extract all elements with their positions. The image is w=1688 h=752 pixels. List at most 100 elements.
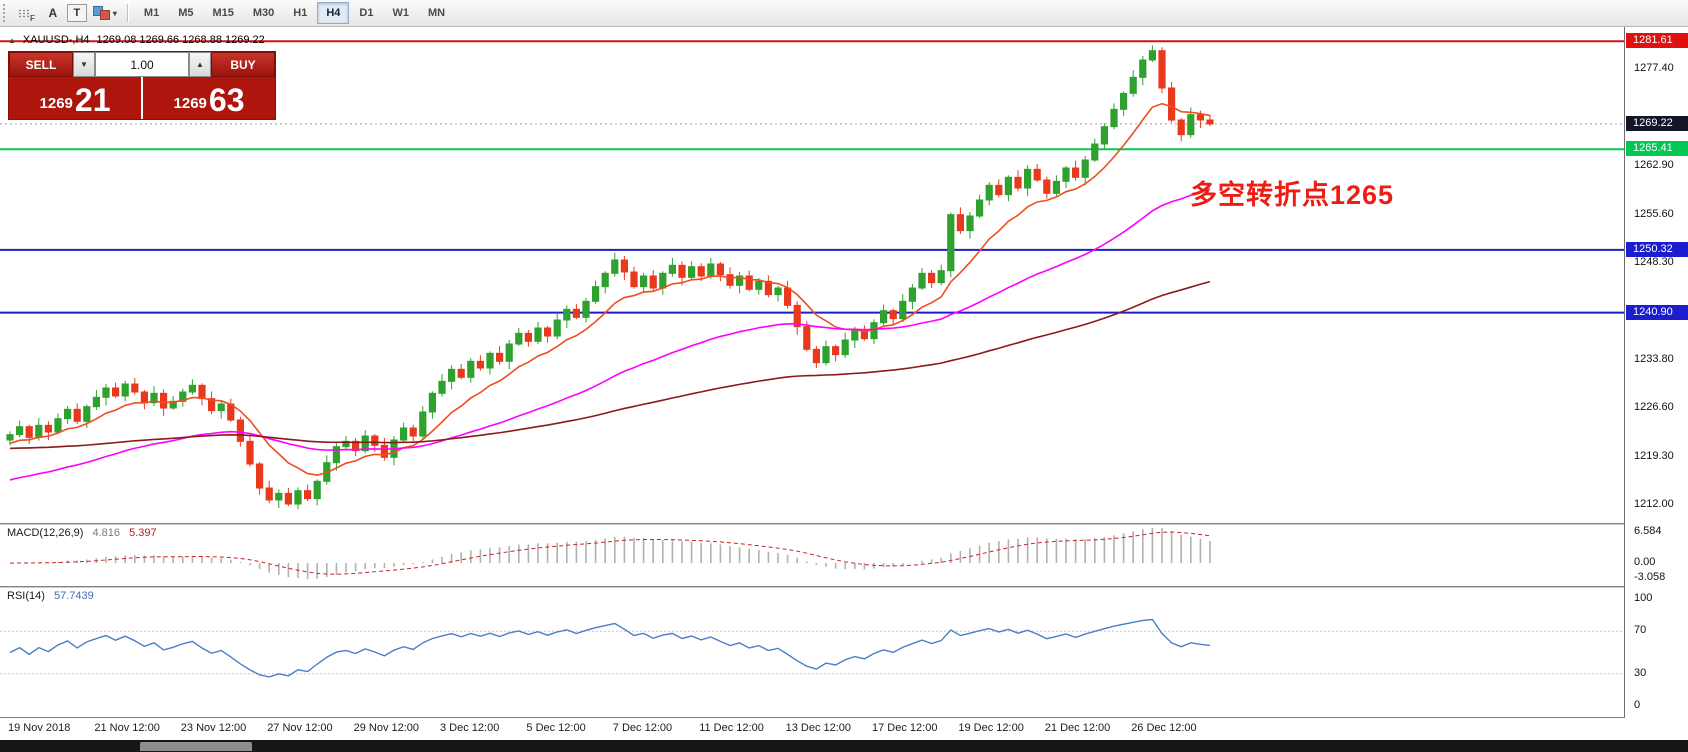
rsi-scale-label: 70: [1634, 624, 1647, 637]
panel-separator[interactable]: [0, 586, 1688, 588]
volume-dropdown-button[interactable]: ▼: [73, 52, 95, 77]
macd-value-signal: 5.397: [129, 527, 157, 539]
macd-scale-label: -3.058: [1634, 570, 1666, 583]
price-tag: 1269.22: [1626, 115, 1688, 131]
chart-ohlc-title: ▲ XAUUSD-,H4 1269.08 1269.66 1268.88 126…: [8, 34, 265, 46]
price-tick: 1226.60: [1634, 401, 1674, 413]
price-tick: 1212.00: [1634, 498, 1674, 511]
buy-button[interactable]: BUY: [211, 52, 275, 77]
price-tag: 1281.61: [1626, 33, 1688, 49]
candle: [179, 391, 187, 402]
chart-annotation-text: 多空转折点1265: [1190, 180, 1395, 210]
buy-price-display[interactable]: 1269 63: [143, 77, 275, 119]
candle: [707, 263, 715, 277]
ma-45-line: [9, 188, 1211, 481]
price-axis[interactable]: 1277.40 1262.90 1255.60 1248.30 1233.80 1226.…: [1624, 27, 1688, 718]
price-tag: 1265.41: [1626, 141, 1688, 157]
candle: [188, 384, 197, 393]
timeframe-m30-button[interactable]: M30: [244, 2, 283, 24]
candle: [553, 319, 561, 337]
time-label: 23 Nov 12:00: [180, 722, 247, 734]
candle: [1062, 167, 1070, 182]
arrow-tool-button[interactable]: A: [41, 2, 65, 24]
candle: [217, 403, 225, 412]
candle: [774, 287, 782, 296]
candle: [937, 270, 945, 284]
timeframe-m15-button[interactable]: M15: [203, 2, 242, 24]
rsi-scale-label: 100: [1634, 592, 1653, 605]
volume-input[interactable]: [95, 52, 189, 77]
text-tool-button[interactable]: T: [66, 4, 87, 22]
candle: [995, 184, 1003, 196]
candle: [265, 487, 273, 501]
price-tag: 1250.32: [1626, 241, 1688, 257]
toolbar-grip[interactable]: [3, 4, 10, 22]
rsi-label: RSI(14): [7, 590, 45, 602]
chevron-up-icon: ▲: [196, 60, 204, 69]
candle: [496, 352, 504, 362]
timeframe-h4-button[interactable]: H4: [317, 2, 350, 24]
candle: [54, 418, 62, 433]
buy-price-main: 1269: [173, 95, 207, 112]
candle: [601, 272, 609, 288]
palette-dropdown-button[interactable]: ▾: [89, 2, 121, 24]
candle: [102, 387, 110, 398]
timeframe-mn-button[interactable]: MN: [419, 2, 454, 24]
candle: [6, 434, 14, 441]
sell-price-display[interactable]: 1269 21: [9, 77, 141, 119]
rsi-canvas[interactable]: [0, 588, 1624, 717]
candle: [1091, 143, 1099, 161]
sell-price-big: 21: [74, 82, 111, 118]
candle: [515, 332, 523, 345]
candle: [697, 266, 705, 277]
candle: [726, 274, 734, 286]
candle: [246, 440, 254, 465]
price-chart-canvas[interactable]: [0, 27, 1624, 523]
candle: [851, 330, 859, 341]
rsi-line: [9, 618, 1211, 678]
candle: [64, 408, 72, 420]
candle: [256, 463, 264, 489]
candle: [524, 332, 532, 342]
candle: [409, 427, 417, 437]
candle: [784, 287, 792, 306]
candle: [304, 490, 312, 500]
volume-spinner[interactable]: ▲: [189, 52, 211, 77]
candle: [649, 275, 657, 289]
horizontal-lines[interactable]: [0, 40, 1624, 314]
timeframe-m1-button[interactable]: M1: [135, 2, 168, 24]
candle: [688, 266, 696, 278]
grid-dots-icon[interactable]: F: [14, 2, 39, 24]
candle: [150, 392, 158, 404]
timeframe-m5-button[interactable]: M5: [169, 2, 202, 24]
candle: [1033, 168, 1041, 181]
candle: [908, 287, 916, 302]
sell-button[interactable]: SELL: [9, 52, 73, 77]
taskbar-tab[interactable]: [140, 742, 252, 751]
timeframe-d1-button[interactable]: D1: [350, 2, 382, 24]
chart-ohlc-values: 1269.08 1269.66 1268.88 1269.22: [96, 34, 265, 46]
macd-value-main: 4.816: [92, 527, 121, 539]
time-label: 21 Dec 12:00: [1044, 722, 1111, 734]
candle: [438, 380, 446, 394]
candle: [342, 440, 350, 448]
rsi-header: RSI(14) 57.7439: [7, 590, 94, 602]
macd-canvas[interactable]: [0, 525, 1624, 586]
price-tick: 1233.80: [1634, 353, 1674, 365]
time-axis[interactable]: 19 Nov 2018 21 Nov 12:00 23 Nov 12:00 27 No…: [0, 718, 1688, 740]
candle: [92, 396, 101, 408]
candle: [332, 446, 340, 464]
candle: [534, 327, 542, 342]
candle: [736, 275, 744, 286]
one-click-trading-panel: SELL ▼ ▲ BUY 1269 21 126: [8, 51, 276, 120]
candle: [630, 271, 638, 288]
timeframe-h1-button[interactable]: H1: [284, 2, 316, 24]
time-label: 19 Dec 12:00: [958, 722, 1024, 734]
toolbar: F A T ▾ M1 M5 M15 M30 H1 H4 D1 W1 MN: [0, 0, 1688, 27]
candle: [35, 424, 43, 438]
candle: [1081, 159, 1089, 178]
panel-separator[interactable]: [0, 523, 1688, 525]
candle: [841, 339, 849, 356]
ma-10-line: [9, 102, 1211, 476]
timeframe-w1-button[interactable]: W1: [383, 2, 418, 24]
